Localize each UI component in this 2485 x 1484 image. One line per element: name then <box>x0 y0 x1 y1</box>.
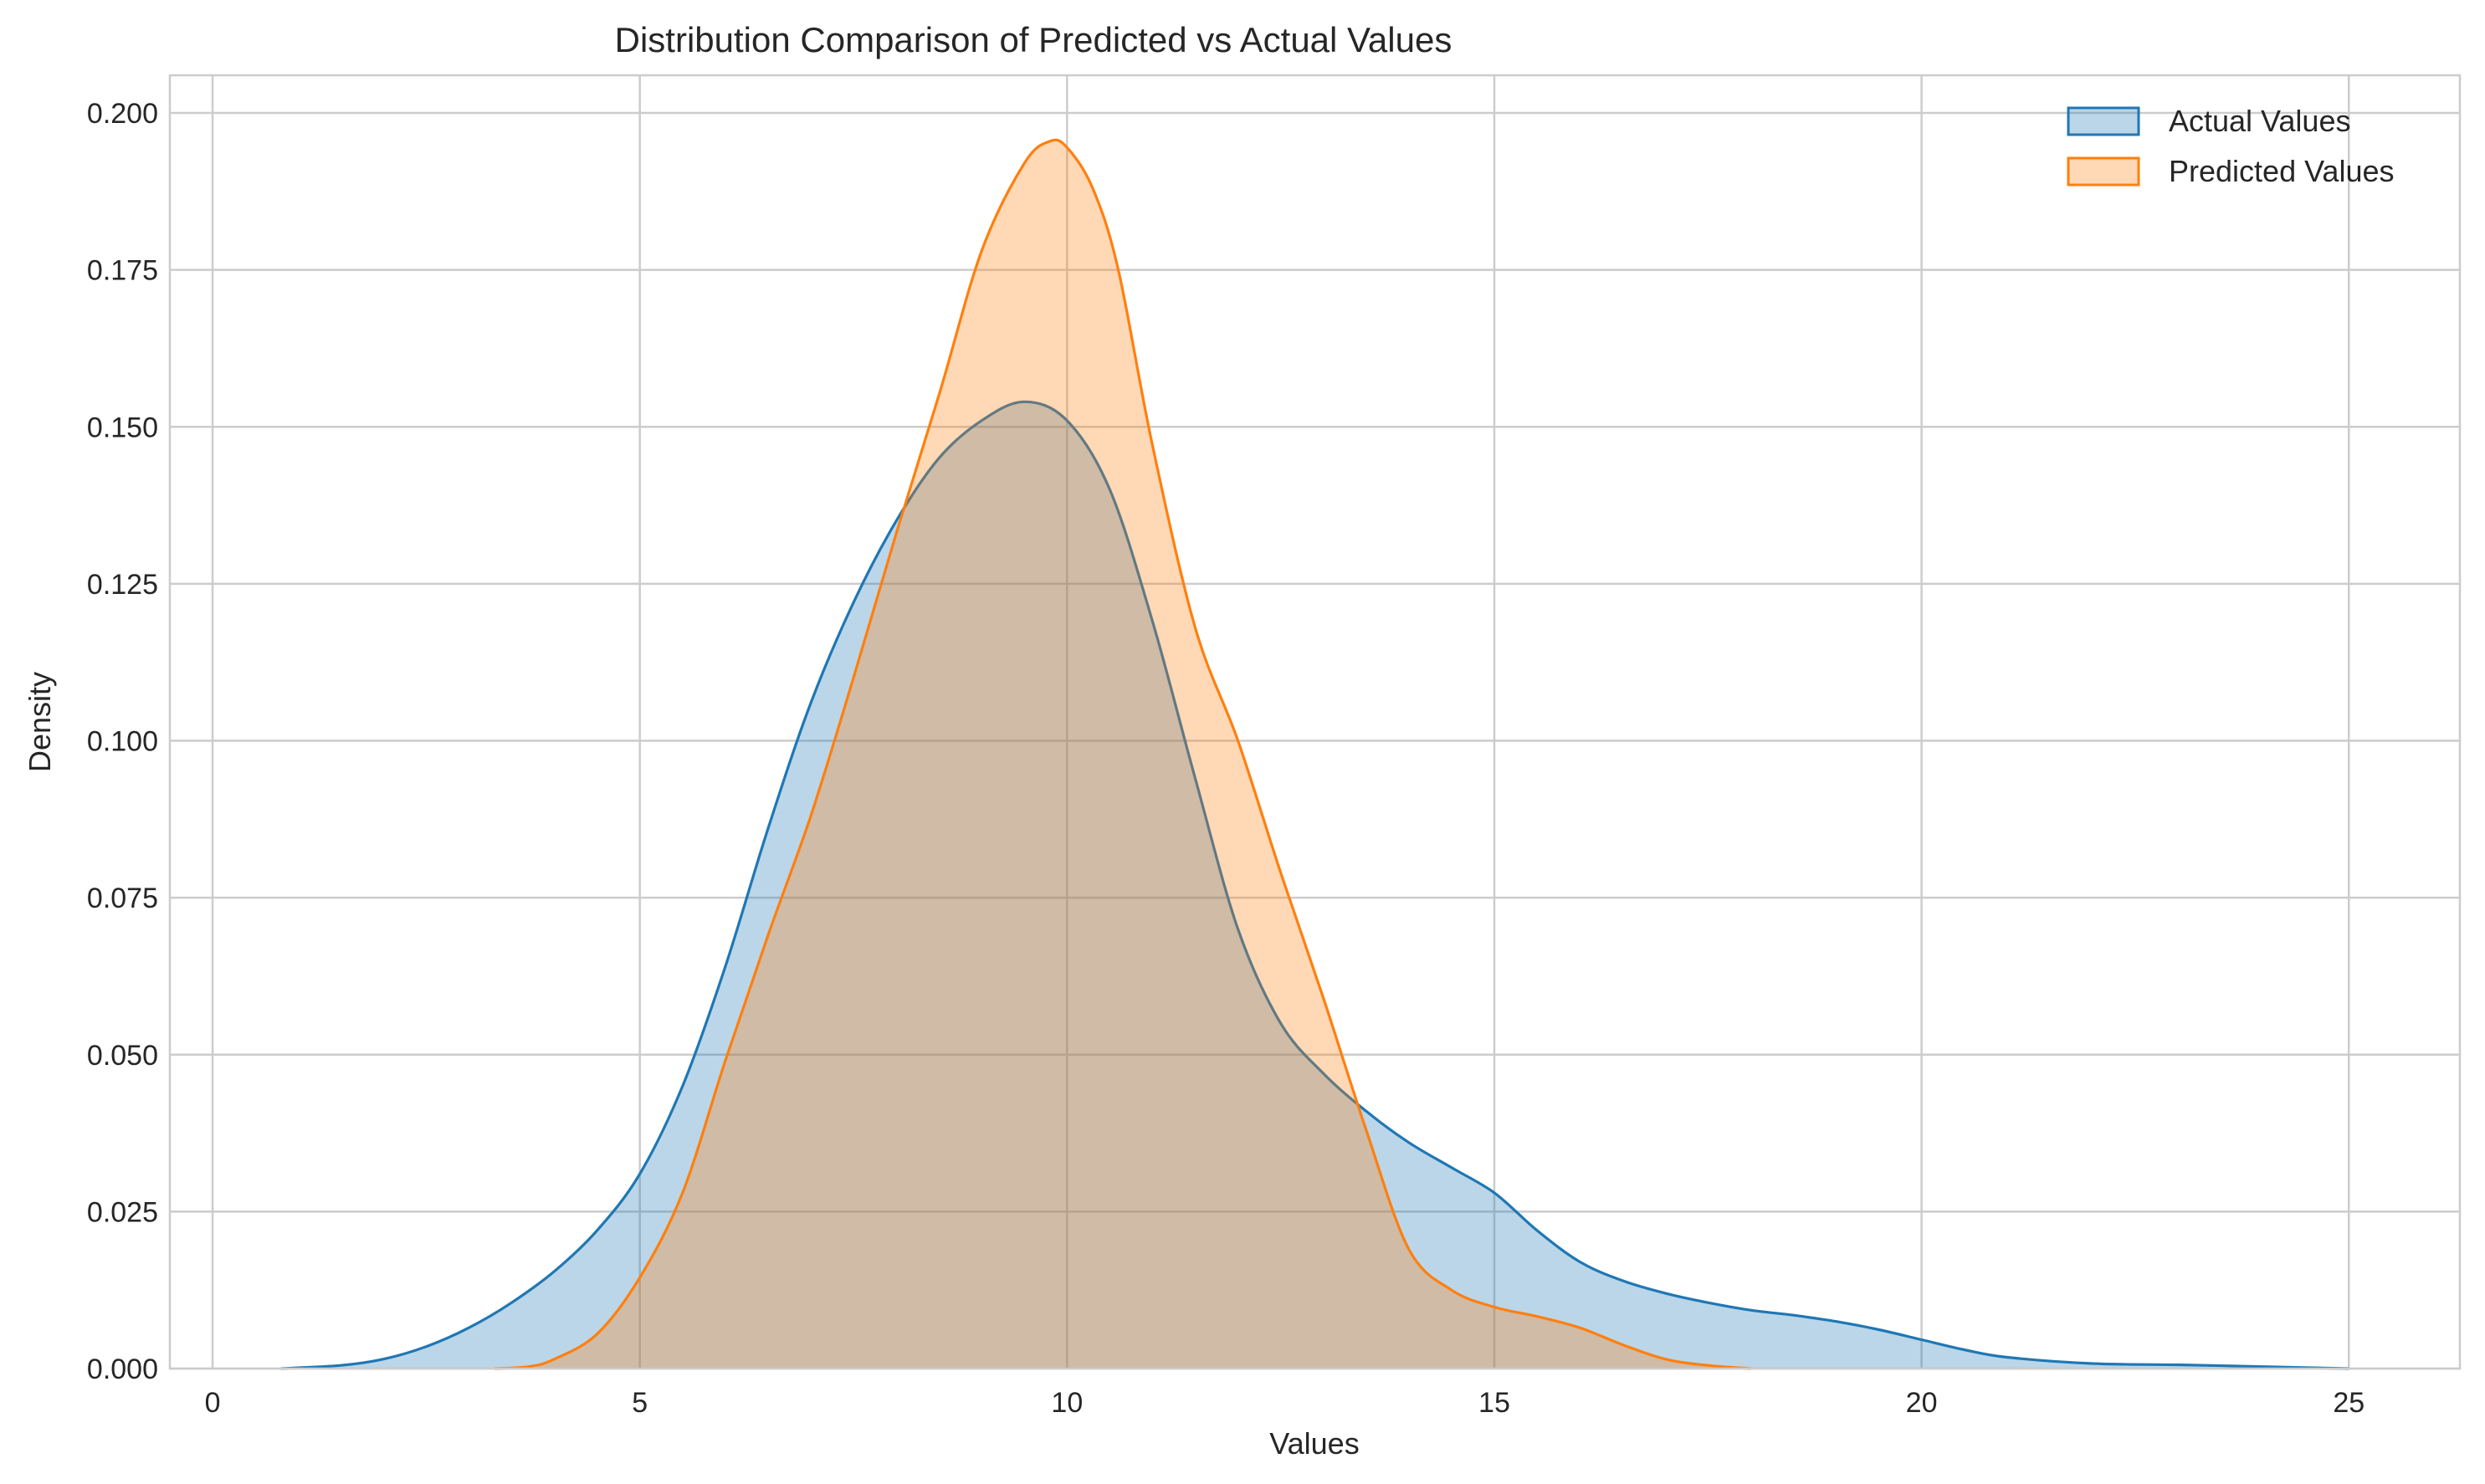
y-tick-label: 0.025 <box>87 1196 158 1228</box>
y-tick-label: 0.075 <box>87 883 158 914</box>
actual-values-area <box>280 402 2349 1369</box>
y-tick-label: 0.125 <box>87 569 158 601</box>
x-tick-label: 15 <box>1478 1387 1510 1419</box>
actual-values-line <box>280 400 2349 1370</box>
plot-frame <box>168 74 2462 1370</box>
x-tick-label: 25 <box>2333 1387 2365 1419</box>
density-areas <box>280 138 2349 1370</box>
y-tick-label: 0.150 <box>87 412 158 443</box>
legend-swatch-predicted-values <box>2067 156 2140 187</box>
predicted-values-area <box>494 140 1751 1369</box>
legend-swatch-actual-values <box>2067 106 2140 136</box>
y-ticks: 0.000 0.025 0.050 0.075 0.100 0.125 0.150 0.175… <box>87 98 158 1385</box>
x-ticks: 0 5 10 15 20 25 <box>205 1387 2365 1419</box>
grid <box>170 75 2460 1370</box>
legend-label-actual-values: Actual Values <box>2169 104 2350 138</box>
legend-label-predicted-values: Predicted Values <box>2169 154 2395 188</box>
chart-title: Distribution Comparison of Predicted vs … <box>615 20 1453 59</box>
x-tick-label: 10 <box>1051 1387 1083 1419</box>
x-axis-label: Values <box>1269 1426 1359 1461</box>
x-tick-label: 0 <box>205 1387 221 1419</box>
y-tick-label: 0.175 <box>87 255 158 287</box>
y-tick-label: 0.200 <box>87 98 158 130</box>
y-tick-label: 0.050 <box>87 1040 158 1072</box>
y-tick-label: 0.000 <box>87 1354 158 1385</box>
y-tick-label: 0.100 <box>87 726 158 758</box>
predicted-values-line <box>494 138 1751 1370</box>
legend: Actual Values Predicted Values <box>2067 104 2395 188</box>
y-axis-label: Density <box>23 672 57 772</box>
x-tick-label: 5 <box>632 1387 648 1419</box>
x-tick-label: 20 <box>1906 1387 1938 1419</box>
